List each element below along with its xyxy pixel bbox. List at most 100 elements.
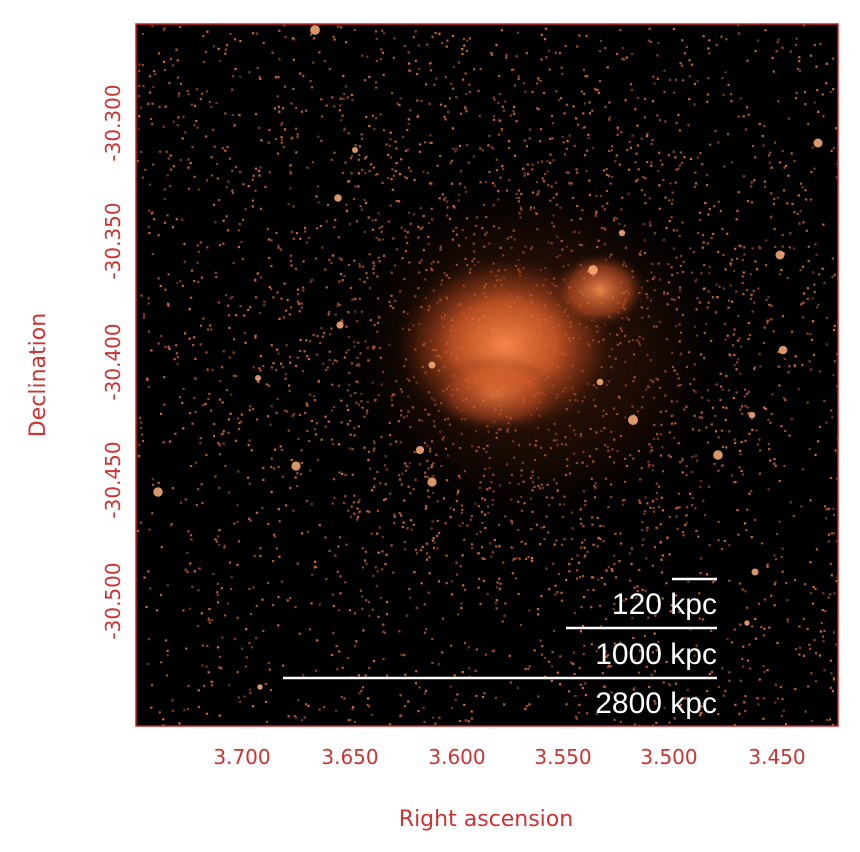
noise-pixel — [637, 96, 640, 99]
noise-pixel — [833, 513, 836, 516]
noise-pixel — [492, 649, 495, 652]
noise-pixel — [450, 82, 453, 85]
noise-pixel — [289, 170, 292, 173]
noise-pixel — [160, 661, 163, 664]
noise-pixel — [450, 159, 454, 162]
noise-pixel — [695, 182, 698, 185]
noise-pixel — [614, 532, 617, 535]
noise-pixel — [620, 131, 623, 134]
noise-pixel — [650, 142, 653, 146]
noise-pixel — [197, 589, 200, 592]
noise-pixel — [398, 173, 402, 176]
noise-pixel — [235, 314, 238, 317]
noise-pixel — [619, 709, 622, 712]
noise-pixel — [781, 315, 785, 318]
point-source — [618, 229, 626, 237]
noise-pixel — [650, 673, 653, 676]
noise-pixel — [787, 174, 790, 177]
noise-pixel — [823, 669, 826, 672]
noise-pixel — [352, 501, 355, 504]
noise-pixel — [645, 557, 648, 560]
noise-pixel — [477, 89, 480, 93]
noise-pixel — [146, 662, 149, 666]
noise-pixel — [455, 573, 459, 576]
noise-pixel — [751, 625, 754, 628]
noise-pixel — [796, 212, 799, 216]
noise-pixel — [255, 296, 258, 299]
noise-pixel — [435, 77, 438, 80]
noise-pixel — [777, 350, 780, 353]
noise-pixel — [610, 691, 613, 694]
noise-pixel — [656, 599, 659, 602]
noise-pixel — [272, 560, 275, 563]
noise-pixel — [167, 345, 170, 348]
noise-pixel — [171, 487, 174, 490]
noise-pixel — [334, 218, 337, 221]
noise-pixel — [292, 413, 295, 416]
noise-pixel — [444, 118, 447, 121]
noise-pixel — [661, 509, 665, 512]
noise-pixel — [631, 617, 634, 620]
noise-pixel — [767, 296, 770, 299]
noise-pixel — [614, 160, 617, 163]
noise-pixel — [310, 419, 313, 422]
noise-pixel — [172, 120, 175, 123]
noise-pixel — [415, 670, 418, 673]
noise-pixel — [212, 572, 215, 576]
noise-pixel — [364, 79, 367, 82]
noise-pixel — [804, 583, 807, 586]
noise-pixel — [592, 588, 595, 591]
noise-pixel — [365, 115, 368, 118]
noise-pixel — [683, 156, 686, 159]
noise-pixel — [699, 486, 702, 489]
noise-pixel — [605, 569, 608, 572]
noise-pixel — [776, 641, 779, 644]
x-tick-label: 3.600 — [428, 745, 485, 769]
noise-pixel — [657, 41, 660, 45]
noise-pixel — [265, 720, 268, 723]
noise-pixel — [717, 200, 720, 203]
noise-pixel — [715, 43, 718, 46]
noise-pixel — [543, 656, 546, 659]
noise-pixel — [777, 100, 780, 103]
noise-pixel — [282, 107, 285, 110]
noise-pixel — [208, 621, 211, 624]
noise-pixel — [182, 387, 185, 391]
x-tick-label: 3.650 — [321, 745, 378, 769]
noise-pixel — [699, 152, 702, 155]
noise-pixel — [695, 644, 698, 647]
noise-pixel — [550, 679, 553, 682]
noise-pixel — [563, 153, 567, 156]
noise-pixel — [718, 685, 721, 689]
noise-pixel — [383, 32, 386, 35]
noise-pixel — [741, 473, 745, 476]
noise-pixel — [286, 410, 289, 413]
noise-pixel — [762, 717, 765, 720]
noise-pixel — [272, 604, 275, 607]
noise-pixel — [470, 710, 473, 713]
noise-pixel — [527, 556, 530, 559]
noise-pixel — [418, 686, 421, 689]
noise-pixel — [644, 589, 647, 592]
noise-pixel — [256, 272, 259, 275]
noise-pixel — [218, 199, 221, 202]
noise-pixel — [405, 177, 408, 180]
noise-pixel — [190, 465, 193, 468]
noise-pixel — [691, 497, 694, 500]
noise-pixel — [205, 135, 208, 138]
noise-pixel — [212, 128, 215, 131]
noise-pixel — [660, 558, 663, 561]
noise-pixel — [277, 508, 280, 511]
noise-pixel — [173, 358, 176, 361]
noise-pixel — [231, 295, 234, 299]
noise-pixel — [211, 368, 214, 371]
noise-pixel — [594, 88, 597, 91]
y-tick-label: -30.400 — [101, 323, 125, 400]
noise-pixel — [347, 509, 350, 512]
noise-pixel — [226, 389, 229, 392]
noise-pixel — [586, 550, 589, 553]
noise-pixel — [582, 653, 585, 656]
noise-pixel — [190, 296, 193, 299]
cluster-subclump — [550, 250, 650, 330]
point-source — [352, 147, 358, 153]
